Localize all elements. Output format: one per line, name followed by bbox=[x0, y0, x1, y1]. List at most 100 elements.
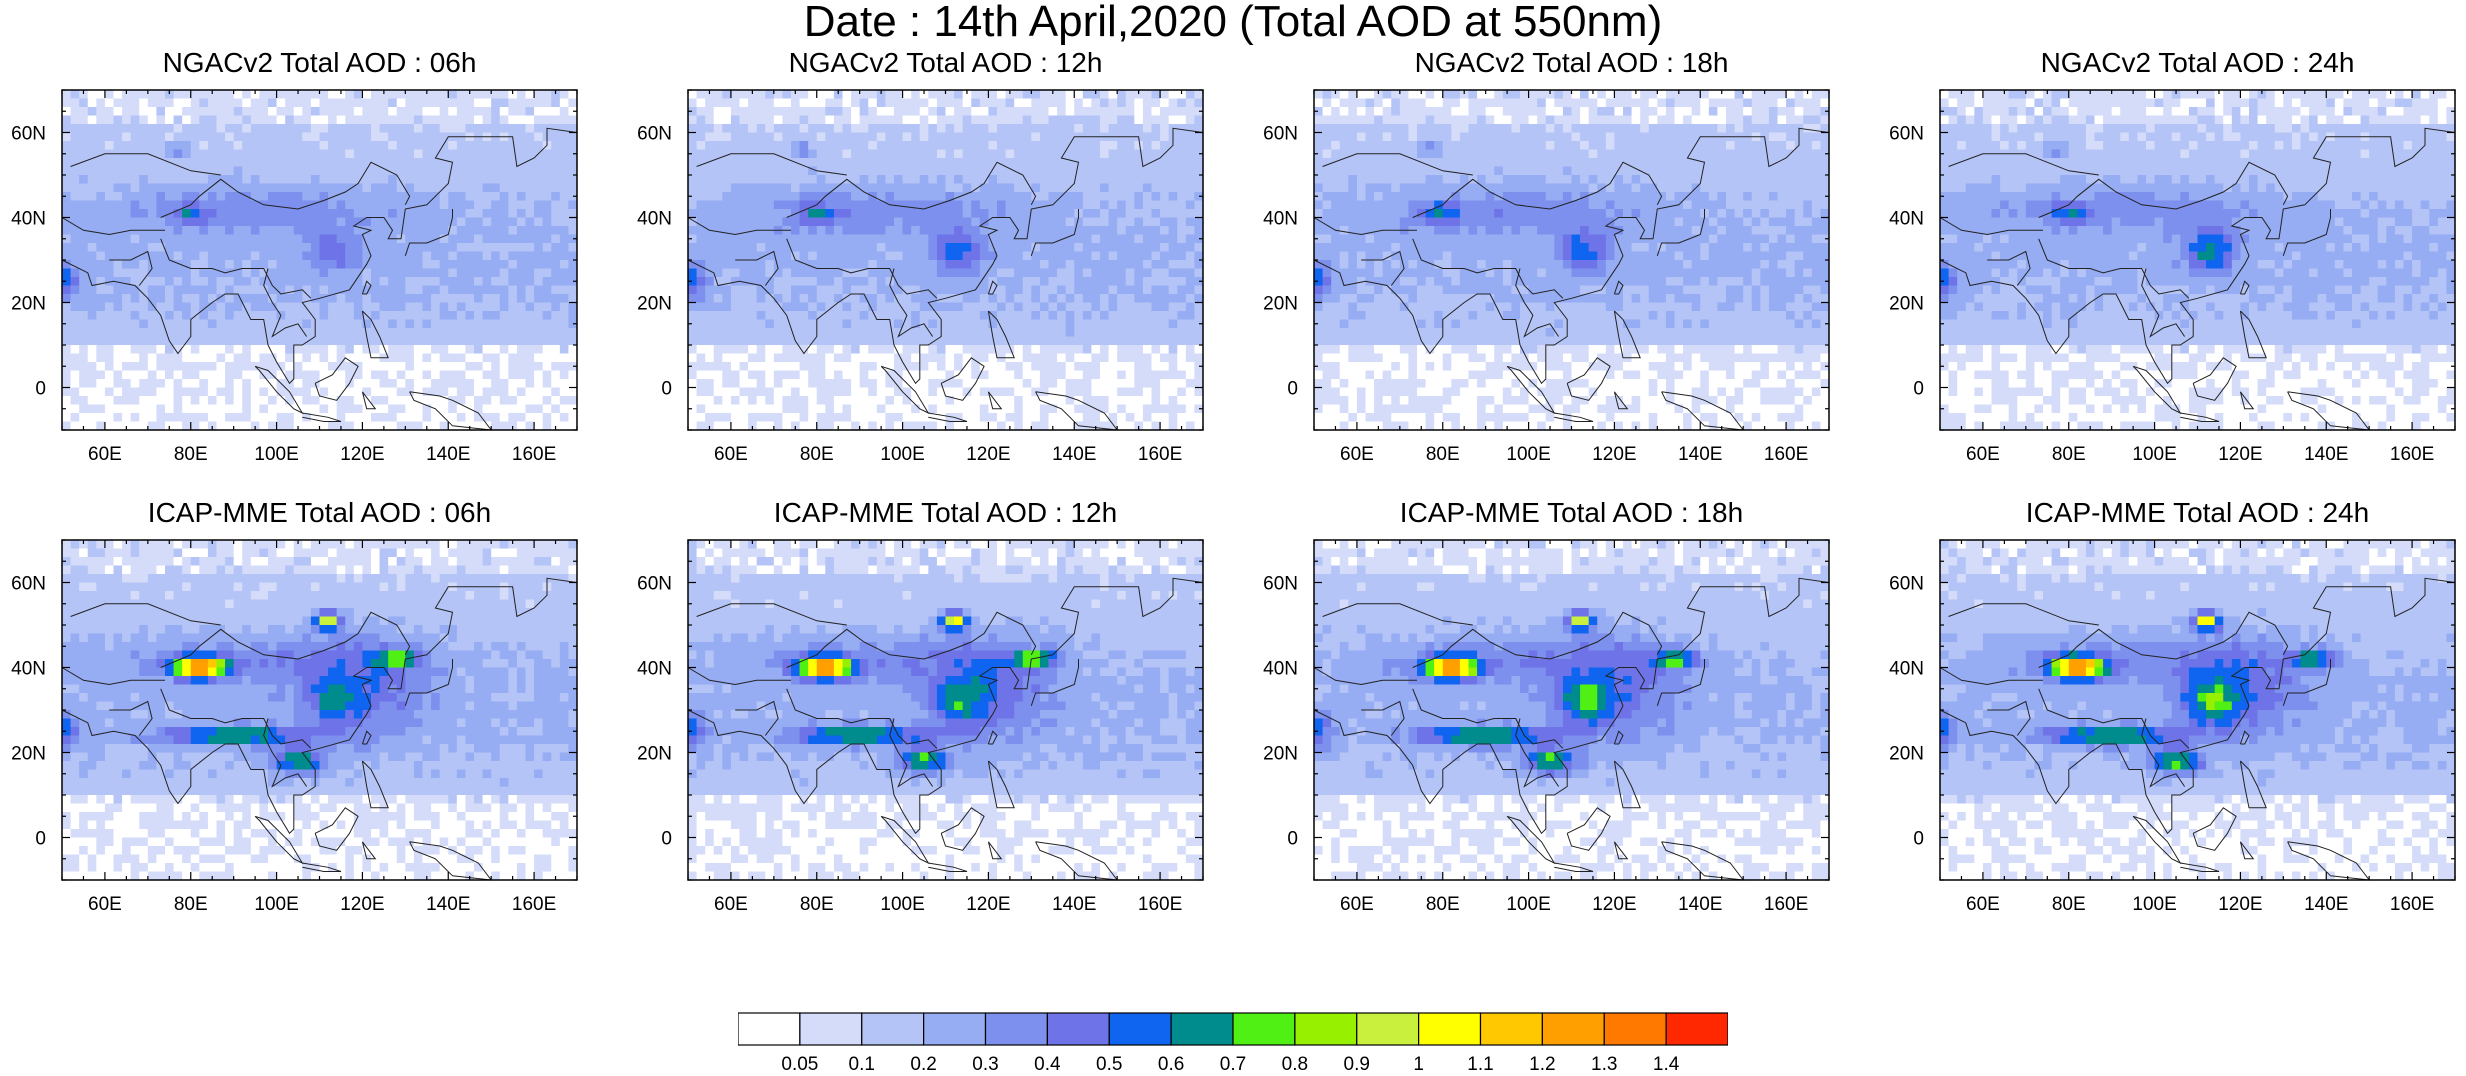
colorbar-label: 0.9 bbox=[1344, 1054, 1370, 1076]
page-title: Date : 14th April,2020 (Total AOD at 550… bbox=[0, 0, 2466, 44]
lon-tick-label: 160E bbox=[1138, 894, 1182, 915]
lat-tick-label: 0 bbox=[661, 829, 672, 850]
lat-tick-label: 20N bbox=[637, 744, 672, 765]
lat-tick-label: 40N bbox=[1889, 209, 1924, 230]
lon-tick-label: 140E bbox=[426, 894, 470, 915]
lat-tick-label: 40N bbox=[1263, 659, 1298, 680]
lon-tick-label: 140E bbox=[2304, 894, 2348, 915]
colorbar-label: 1.4 bbox=[1653, 1054, 1679, 1076]
lon-tick-label: 60E bbox=[88, 444, 122, 465]
lon-tick-label: 60E bbox=[1340, 444, 1374, 465]
lon-tick-label: 120E bbox=[340, 444, 384, 465]
lon-tick-label: 60E bbox=[1966, 444, 2000, 465]
lon-tick-label: 100E bbox=[880, 444, 924, 465]
aod-field bbox=[688, 90, 1204, 431]
colorbar-label: 0.05 bbox=[781, 1054, 818, 1076]
colorbar-label: 0.5 bbox=[1096, 1054, 1122, 1076]
panel-title: NGACv2 Total AOD : 24h bbox=[1940, 48, 2455, 78]
lon-tick-label: 140E bbox=[1052, 894, 1096, 915]
colorbar-swatch bbox=[1295, 1013, 1357, 1045]
colorbar-swatch bbox=[1357, 1013, 1419, 1045]
colorbar-swatch bbox=[738, 1013, 800, 1045]
colorbar-label: 0.3 bbox=[972, 1054, 998, 1076]
lat-tick-label: 0 bbox=[35, 379, 46, 400]
lat-tick-label: 60N bbox=[1889, 574, 1924, 595]
lat-tick-label: 60N bbox=[11, 124, 46, 145]
colorbar-swatch bbox=[1666, 1013, 1728, 1045]
panel-title: NGACv2 Total AOD : 12h bbox=[688, 48, 1203, 78]
colorbar-swatch bbox=[1109, 1013, 1171, 1045]
colorbar-label: 0.6 bbox=[1158, 1054, 1184, 1076]
colorbar-label: 0.1 bbox=[849, 1054, 875, 1076]
lon-tick-label: 80E bbox=[800, 444, 834, 465]
lat-tick-label: 0 bbox=[661, 379, 672, 400]
colorbar-swatch bbox=[1233, 1013, 1295, 1045]
colorbar-swatch bbox=[1419, 1013, 1481, 1045]
lon-tick-label: 160E bbox=[2390, 894, 2434, 915]
colorbar-swatch bbox=[1604, 1013, 1666, 1045]
lat-tick-label: 60N bbox=[1263, 124, 1298, 145]
aod-field bbox=[688, 540, 1204, 881]
lon-tick-label: 80E bbox=[2052, 444, 2086, 465]
lat-tick-label: 20N bbox=[1889, 744, 1924, 765]
colorbar-label: 0.7 bbox=[1220, 1054, 1246, 1076]
lon-tick-label: 160E bbox=[1764, 894, 1808, 915]
colorbar-swatch bbox=[1171, 1013, 1233, 1045]
lon-tick-label: 80E bbox=[174, 444, 208, 465]
lon-tick-label: 120E bbox=[340, 894, 384, 915]
lon-tick-label: 100E bbox=[2132, 444, 2176, 465]
colorbar-label: 0.8 bbox=[1282, 1054, 1308, 1076]
lat-tick-label: 20N bbox=[11, 744, 46, 765]
lat-tick-label: 0 bbox=[1913, 829, 1924, 850]
lat-tick-label: 20N bbox=[637, 294, 672, 315]
colorbar-swatch bbox=[924, 1013, 986, 1045]
lon-tick-label: 80E bbox=[174, 894, 208, 915]
lon-tick-label: 100E bbox=[254, 444, 298, 465]
lon-tick-label: 60E bbox=[1340, 894, 1374, 915]
lon-tick-label: 80E bbox=[2052, 894, 2086, 915]
aod-field bbox=[1940, 90, 2456, 431]
lon-tick-label: 140E bbox=[1052, 444, 1096, 465]
lon-tick-label: 120E bbox=[2218, 894, 2262, 915]
lat-tick-label: 0 bbox=[1287, 829, 1298, 850]
lon-tick-label: 100E bbox=[1506, 444, 1550, 465]
lon-tick-label: 140E bbox=[1678, 894, 1722, 915]
lon-tick-label: 160E bbox=[512, 444, 556, 465]
lat-tick-label: 40N bbox=[1889, 659, 1924, 680]
lat-tick-label: 20N bbox=[1263, 294, 1298, 315]
aod-field bbox=[62, 540, 578, 881]
lon-tick-label: 100E bbox=[880, 894, 924, 915]
panel-title: NGACv2 Total AOD : 06h bbox=[62, 48, 577, 78]
lat-tick-label: 60N bbox=[1263, 574, 1298, 595]
lon-tick-label: 100E bbox=[254, 894, 298, 915]
lon-tick-label: 60E bbox=[88, 894, 122, 915]
colorbar-swatch bbox=[800, 1013, 862, 1045]
aod-field bbox=[1940, 540, 2456, 881]
colorbar-swatch bbox=[1481, 1013, 1543, 1045]
lon-tick-label: 160E bbox=[2390, 444, 2434, 465]
lat-tick-label: 0 bbox=[1913, 379, 1924, 400]
lon-tick-label: 120E bbox=[966, 444, 1010, 465]
lat-tick-label: 40N bbox=[637, 209, 672, 230]
colorbar-swatch bbox=[986, 1013, 1048, 1045]
lat-tick-label: 40N bbox=[11, 659, 46, 680]
panel-title: ICAP-MME Total AOD : 06h bbox=[62, 498, 577, 528]
panel-title: ICAP-MME Total AOD : 18h bbox=[1314, 498, 1829, 528]
colorbar-label: 1.2 bbox=[1529, 1054, 1555, 1076]
lon-tick-label: 80E bbox=[1426, 894, 1460, 915]
lat-tick-label: 0 bbox=[35, 829, 46, 850]
panel-title: ICAP-MME Total AOD : 24h bbox=[1940, 498, 2455, 528]
colorbar-swatch bbox=[1047, 1013, 1109, 1045]
